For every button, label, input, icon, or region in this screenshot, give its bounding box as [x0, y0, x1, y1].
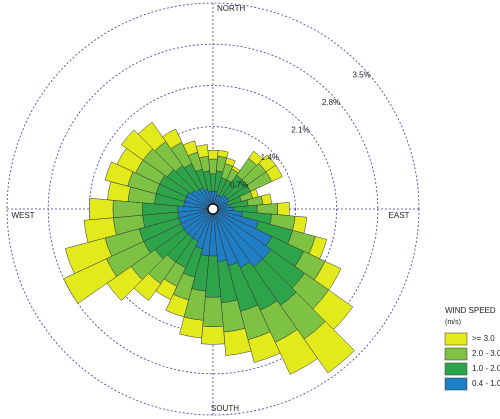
wedge: [247, 331, 281, 363]
wedge: [261, 193, 272, 205]
legend-label: 2.0 - 3.0: [472, 349, 500, 358]
wedge: [63, 258, 117, 304]
wedge: [179, 316, 204, 339]
wedge: [162, 128, 183, 150]
ring-label: 0.7%: [230, 181, 248, 190]
wedge: [64, 237, 112, 275]
wedge: [217, 150, 229, 159]
wedge: [165, 294, 189, 318]
center-hole: [207, 203, 219, 215]
legend-title: WIND SPEED: [445, 306, 496, 315]
ring-label: 3.5%: [353, 70, 371, 79]
legend-label: >= 3.0: [472, 334, 495, 343]
ring-label: 2.1%: [291, 125, 309, 134]
legend-swatch: [444, 362, 468, 376]
direction-label: SOUTH: [211, 404, 239, 413]
direction-label: NORTH: [217, 4, 246, 13]
legend-swatch: [444, 377, 468, 391]
wedge: [121, 129, 154, 161]
wedge: [224, 157, 236, 167]
wedge: [207, 149, 219, 160]
wedge: [137, 121, 167, 152]
wedge: [104, 161, 134, 187]
legend-swatch: [444, 332, 468, 346]
legend-swatch: [444, 347, 468, 361]
wedge: [303, 321, 355, 374]
direction-label: EAST: [389, 211, 410, 220]
wedge: [112, 200, 143, 218]
ring-label: 1.4%: [261, 153, 279, 162]
wedge: [277, 202, 290, 216]
wedge: [195, 144, 209, 159]
legend-subtitle: (m/s): [445, 319, 461, 326]
wedge: [265, 164, 283, 182]
wedge: [200, 325, 226, 345]
wedge: [89, 197, 114, 221]
ring-label: 2.8%: [322, 98, 340, 107]
legend-label: 0.4 - 1.0: [472, 379, 500, 388]
wedge: [223, 328, 252, 356]
wedge: [274, 329, 319, 375]
legend-label: 1.0 - 2.0: [472, 364, 500, 373]
wedge: [182, 140, 199, 156]
wedge: [202, 296, 224, 327]
wedge: [83, 217, 117, 243]
direction-label: WEST: [11, 211, 34, 220]
